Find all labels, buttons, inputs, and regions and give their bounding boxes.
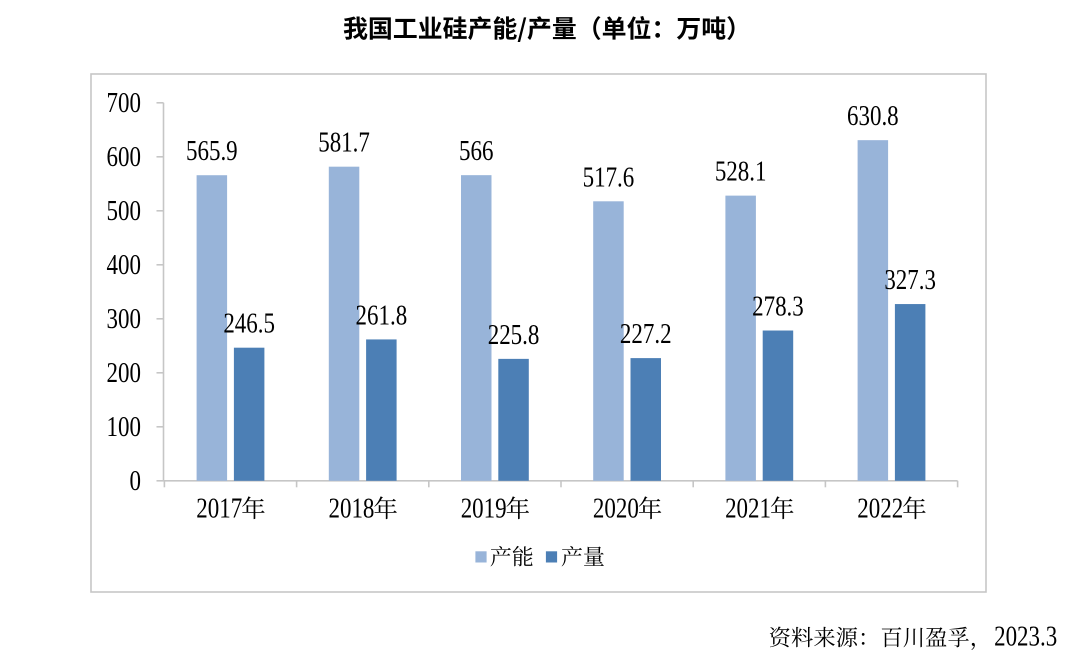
svg-text:2022: 2022 [857,492,903,524]
svg-text:200: 200 [107,357,141,389]
svg-text:278.3: 278.3 [752,290,804,322]
svg-text:227.2: 227.2 [620,318,672,350]
svg-text:2021: 2021 [725,492,771,524]
svg-text:2017: 2017 [196,492,242,524]
svg-text:2019: 2019 [461,492,507,524]
svg-text:566: 566 [459,135,494,167]
svg-text:2018: 2018 [328,492,374,524]
svg-text:630.8: 630.8 [847,100,899,132]
svg-text:500: 500 [107,195,141,227]
svg-text:2023.3: 2023.3 [994,620,1057,652]
svg-text:700: 700 [107,87,141,119]
svg-text:581.7: 581.7 [318,127,370,159]
svg-text:300: 300 [107,303,141,335]
svg-text:327.3: 327.3 [884,264,936,296]
svg-text:565.9: 565.9 [186,135,238,167]
svg-text:2020: 2020 [593,492,639,524]
svg-text:100: 100 [107,411,141,443]
svg-text:246.5: 246.5 [223,308,275,340]
svg-text:225.8: 225.8 [488,319,540,351]
svg-text:261.8: 261.8 [356,299,408,331]
svg-text:517.6: 517.6 [583,161,635,193]
svg-text:0: 0 [130,465,141,497]
svg-text:400: 400 [107,249,141,281]
svg-text:528.1: 528.1 [715,155,767,187]
svg-text:600: 600 [107,141,141,173]
